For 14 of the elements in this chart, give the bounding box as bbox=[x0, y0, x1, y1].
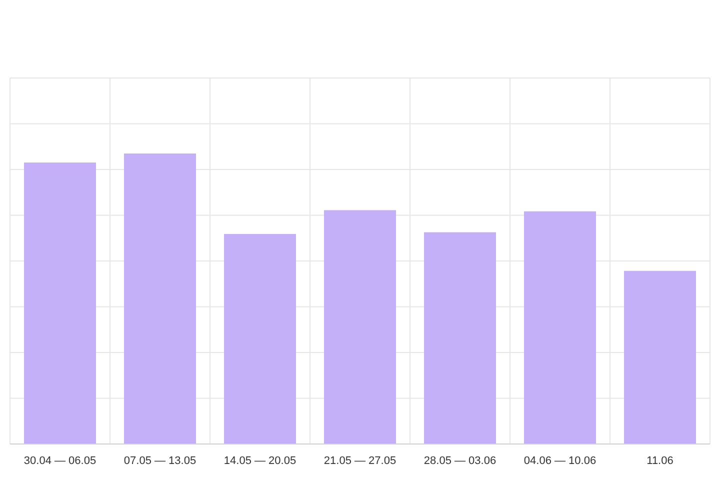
x-tick-label: 14.05 — 20.05 bbox=[224, 455, 296, 467]
x-tick-label: 21.05 — 27.05 bbox=[324, 455, 396, 467]
x-tick-label: 04.06 — 10.06 bbox=[524, 455, 596, 467]
bar bbox=[624, 270, 696, 444]
bar bbox=[524, 211, 596, 444]
bar bbox=[24, 162, 96, 444]
bar bbox=[224, 234, 296, 444]
x-tick-label: 07.05 — 13.05 bbox=[124, 455, 196, 467]
x-tick-label: 30.04 — 06.05 bbox=[24, 455, 96, 467]
x-tick-label: 11.06 bbox=[646, 455, 674, 467]
bar bbox=[424, 232, 496, 444]
bar bbox=[324, 210, 396, 444]
x-tick-label: 28.05 — 03.06 bbox=[424, 455, 496, 467]
bar bbox=[124, 154, 196, 444]
